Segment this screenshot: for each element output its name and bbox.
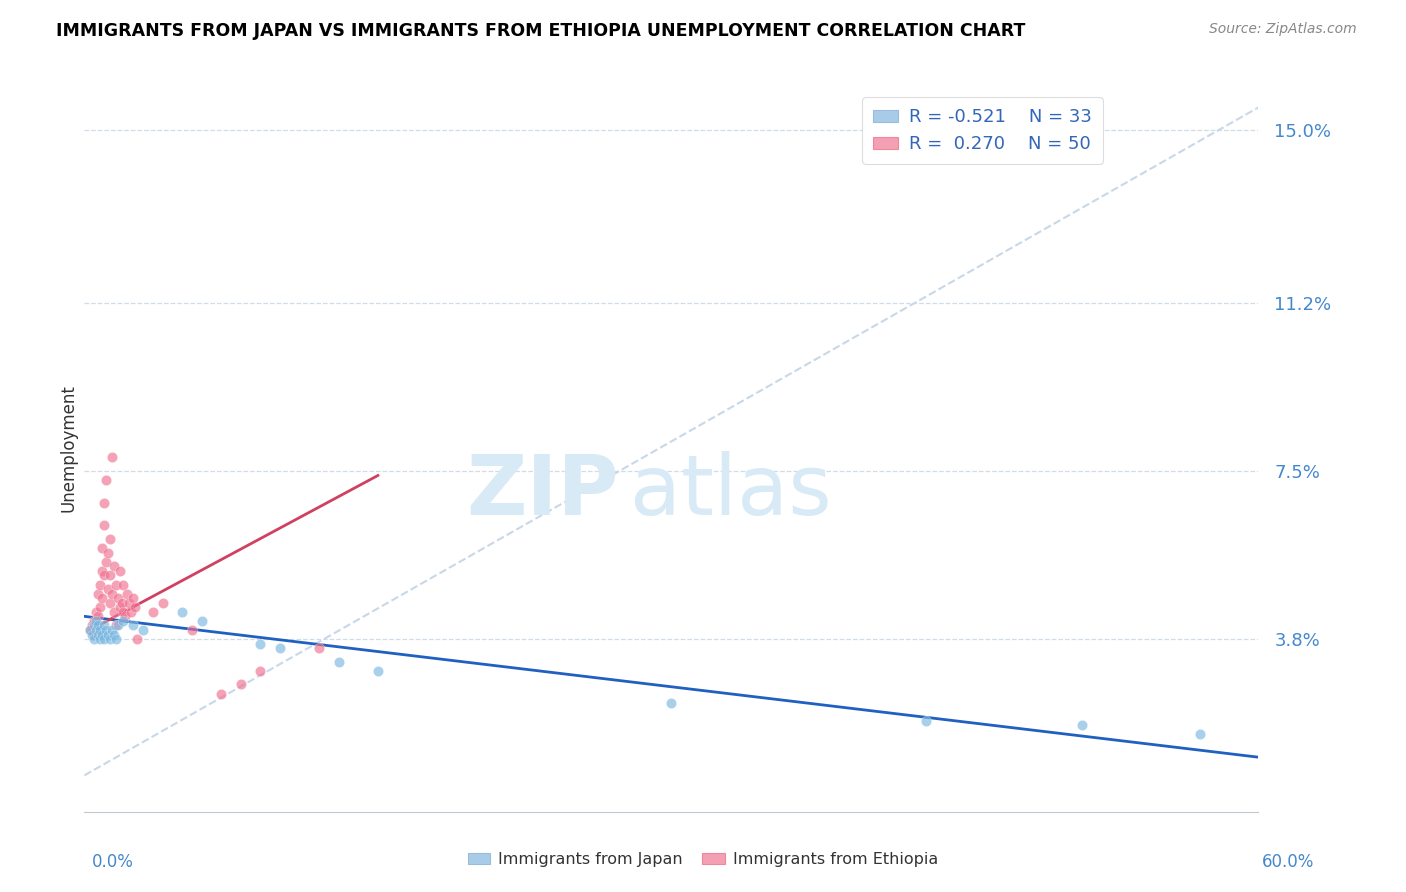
Text: Source: ZipAtlas.com: Source: ZipAtlas.com — [1209, 22, 1357, 37]
Point — [209, 687, 232, 701]
Point — [94, 623, 117, 637]
Point — [104, 618, 127, 632]
Point — [94, 473, 117, 487]
Y-axis label: Unemployment: Unemployment — [59, 384, 77, 512]
Point — [132, 623, 155, 637]
Point — [93, 618, 115, 632]
Point — [87, 609, 110, 624]
Point — [93, 568, 115, 582]
Text: IMMIGRANTS FROM JAPAN VS IMMIGRANTS FROM ETHIOPIA UNEMPLOYMENT CORRELATION CHART: IMMIGRANTS FROM JAPAN VS IMMIGRANTS FROM… — [56, 22, 1025, 40]
Point — [100, 450, 122, 465]
Point — [87, 627, 110, 641]
Point — [100, 623, 122, 637]
Point — [97, 627, 120, 641]
Point — [93, 518, 115, 533]
Point — [91, 591, 114, 606]
Point — [93, 496, 115, 510]
Point — [112, 614, 135, 628]
Point — [83, 618, 105, 632]
Point — [91, 627, 114, 641]
Point — [914, 714, 936, 728]
Point — [98, 596, 121, 610]
Point — [112, 605, 135, 619]
Point — [107, 591, 129, 606]
Point — [98, 568, 121, 582]
Point — [82, 627, 104, 641]
Point — [122, 618, 145, 632]
Point — [104, 632, 127, 646]
Point — [89, 632, 111, 646]
Point — [89, 600, 111, 615]
Point — [98, 532, 121, 546]
Point — [249, 664, 271, 678]
Point — [87, 587, 110, 601]
Point — [104, 577, 127, 591]
Text: atlas: atlas — [630, 451, 832, 533]
Point — [110, 596, 132, 610]
Point — [328, 655, 350, 669]
Point — [98, 632, 121, 646]
Point — [84, 618, 107, 632]
Point — [108, 564, 131, 578]
Point — [79, 623, 101, 637]
Point — [83, 614, 105, 628]
Legend: R = -0.521    N = 33, R =  0.270    N = 50: R = -0.521 N = 33, R = 0.270 N = 50 — [862, 97, 1102, 164]
Point — [1071, 718, 1094, 732]
Point — [87, 618, 110, 632]
Point — [100, 587, 122, 601]
Point — [84, 614, 107, 628]
Point — [152, 596, 174, 610]
Point — [87, 623, 110, 637]
Point — [269, 641, 291, 656]
Point — [191, 614, 214, 628]
Point — [112, 577, 135, 591]
Point — [229, 677, 252, 691]
Point — [94, 555, 117, 569]
Point — [89, 623, 111, 637]
Point — [367, 664, 389, 678]
Point — [249, 637, 271, 651]
Point — [142, 605, 165, 619]
Point — [83, 632, 105, 646]
Point — [172, 605, 194, 619]
Point — [103, 605, 125, 619]
Point — [124, 600, 146, 615]
Point — [103, 559, 125, 574]
Point — [82, 618, 104, 632]
Legend: Immigrants from Japan, Immigrants from Ethiopia: Immigrants from Japan, Immigrants from E… — [461, 846, 945, 873]
Point — [89, 577, 111, 591]
Point — [661, 696, 683, 710]
Point — [181, 623, 204, 637]
Point — [93, 632, 115, 646]
Point — [83, 627, 105, 641]
Point — [107, 618, 129, 632]
Point — [84, 623, 107, 637]
Point — [127, 632, 149, 646]
Point — [103, 627, 125, 641]
Point — [97, 582, 120, 596]
Point — [91, 564, 114, 578]
Point — [117, 587, 139, 601]
Point — [97, 546, 120, 560]
Point — [91, 541, 114, 556]
Point — [108, 600, 131, 615]
Point — [118, 596, 141, 610]
Point — [308, 641, 330, 656]
Point — [1188, 727, 1211, 741]
Text: 60.0%: 60.0% — [1263, 853, 1315, 871]
Point — [79, 623, 101, 637]
Text: ZIP: ZIP — [465, 451, 619, 533]
Text: 0.0%: 0.0% — [91, 853, 134, 871]
Point — [122, 591, 145, 606]
Point — [120, 605, 142, 619]
Point — [84, 605, 107, 619]
Point — [114, 609, 136, 624]
